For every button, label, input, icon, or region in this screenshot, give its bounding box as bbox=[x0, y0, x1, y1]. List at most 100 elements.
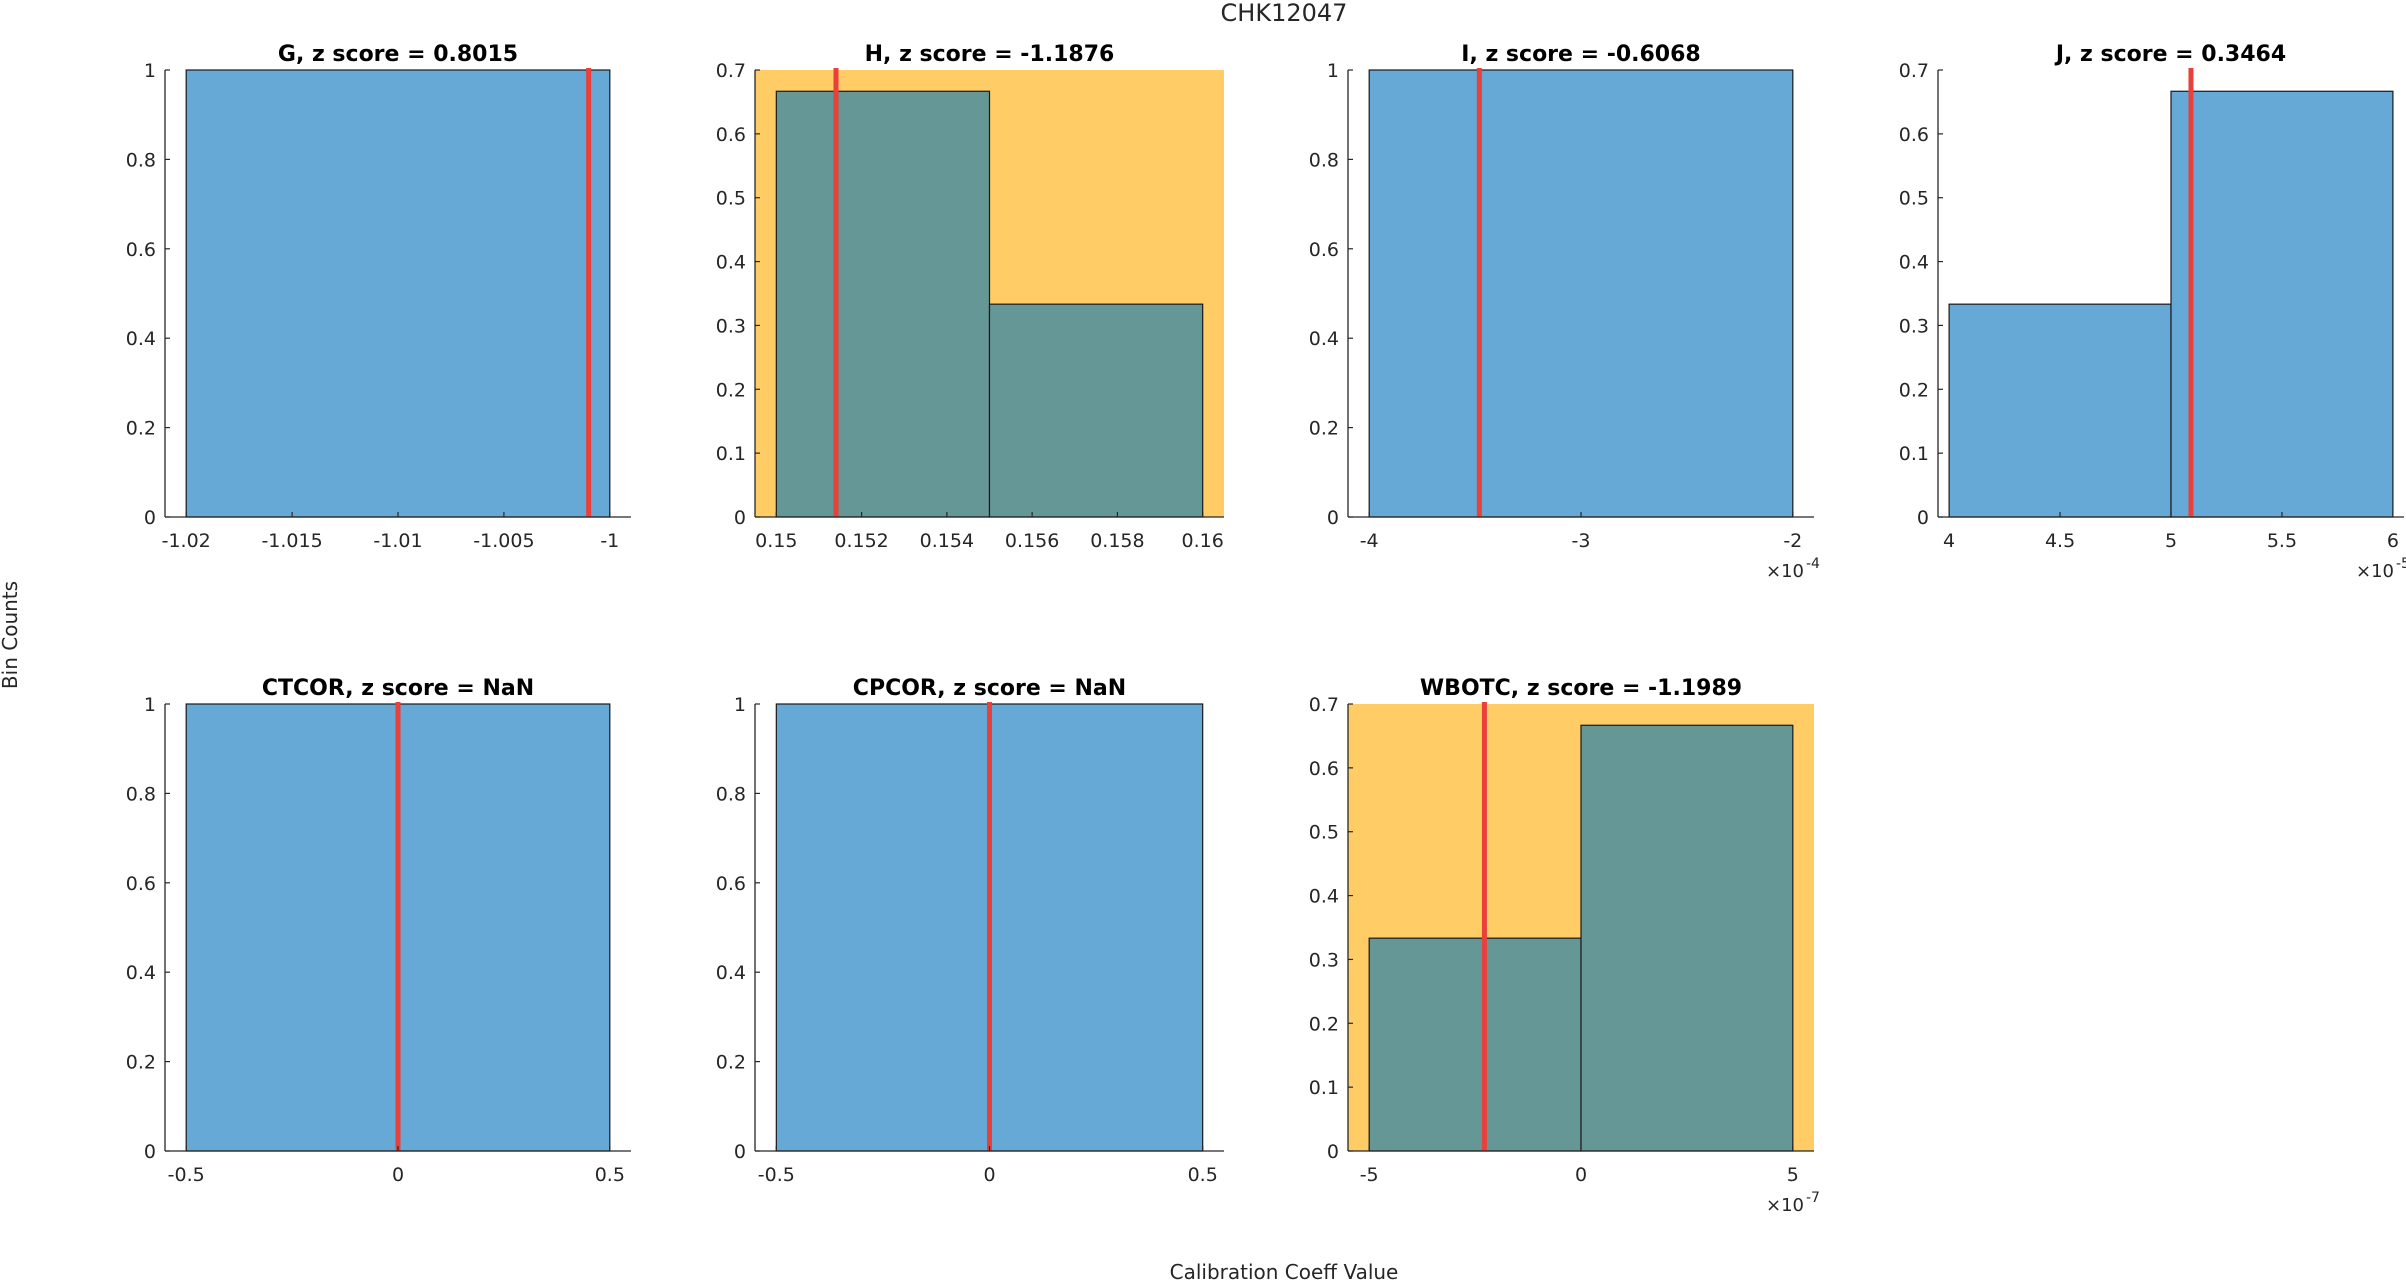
x-axis-exponent: -7 bbox=[1806, 1190, 1820, 1206]
y-tick-label: 0.4 bbox=[716, 252, 746, 274]
panel-title: WBOTC, z score = -1.1989 bbox=[1420, 676, 1742, 701]
histogram-bar bbox=[1368, 69, 1794, 518]
panel-title: H, z score = -1.1876 bbox=[865, 42, 1115, 67]
y-tick-label: 0 bbox=[144, 507, 156, 529]
y-tick-label: 0.3 bbox=[1899, 315, 1929, 337]
x-tick-label: -0.5 bbox=[758, 1164, 795, 1186]
x-tick-label: 0 bbox=[983, 1164, 995, 1186]
histogram-bar bbox=[1580, 724, 1794, 1152]
y-tick-label: 0.5 bbox=[1309, 822, 1339, 844]
y-tick-label: 0.2 bbox=[716, 1052, 746, 1074]
y-tick-label: 0.5 bbox=[1899, 188, 1929, 210]
panel-title: CPCOR, z score = NaN bbox=[853, 676, 1126, 701]
panel-title: J, z score = 0.3464 bbox=[2054, 42, 2286, 67]
y-tick-label: 0.1 bbox=[716, 443, 746, 465]
x-tick-label: 4.5 bbox=[2045, 530, 2075, 552]
y-tick-label: 0.6 bbox=[126, 239, 156, 261]
y-tick-label: 0.7 bbox=[716, 60, 746, 82]
y-tick-label: 0.3 bbox=[1309, 949, 1339, 971]
y-tick-label: 0.8 bbox=[1309, 149, 1339, 171]
y-tick-label: 0.4 bbox=[126, 328, 156, 350]
y-tick-label: 0.4 bbox=[1899, 252, 1929, 274]
histogram-panel: 0 0.2 0.4 0.6 0.8 1 -0.5 0 0.5 CPCOR, z score = N… bbox=[716, 676, 1224, 1186]
histogram-bar bbox=[988, 303, 1204, 518]
y-tick-label: 0.3 bbox=[716, 315, 746, 337]
histogram-bar bbox=[2170, 90, 2394, 518]
x-tick-label: 4 bbox=[1943, 530, 1955, 552]
x-tick-label: 5 bbox=[2165, 530, 2177, 552]
x-tick-label: 0.156 bbox=[1005, 530, 1059, 552]
figure-ylabel: Bin Counts bbox=[0, 581, 22, 689]
x-tick-label: -1.015 bbox=[261, 530, 322, 552]
y-tick-label: 0.2 bbox=[716, 379, 746, 401]
y-tick-label: 0.6 bbox=[716, 124, 746, 146]
x-tick-label: 0.5 bbox=[1188, 1164, 1218, 1186]
subplot-grid: 0 0.2 0.4 0.6 0.8 1 -1.02 -1.015 -1.01 -1.005 -1 G,… bbox=[126, 42, 2406, 1216]
y-tick-label: 0.2 bbox=[126, 418, 156, 440]
y-tick-label: 0.4 bbox=[126, 962, 156, 984]
figure-xlabel: Calibration Coeff Value bbox=[1170, 1260, 1399, 1281]
x-tick-label: 0 bbox=[392, 1164, 404, 1186]
y-tick-label: 0 bbox=[734, 507, 746, 529]
histogram-panel: 00.20.40.60.81-4 -3 -2×10 -4I, z score = -0… bbox=[1309, 42, 1820, 582]
histogram-panel: 0 0.1 0.2 0.3 0.4 0.5 0.6 0.7 0.15 0.152 0.154 0.15… bbox=[716, 42, 1224, 552]
y-tick-label: 0.4 bbox=[716, 962, 746, 984]
x-tick-label: 0.158 bbox=[1090, 530, 1144, 552]
histogram-panel: 0 0.2 0.4 0.6 0.8 1 -0.5 0 0.5 CTCOR, z score = N… bbox=[126, 676, 631, 1186]
y-tick-label: 1 bbox=[1327, 60, 1339, 82]
x-tick-label: -1.01 bbox=[373, 530, 422, 552]
x-tick-label: 0.5 bbox=[595, 1164, 625, 1186]
panel-title: CTCOR, z score = NaN bbox=[262, 676, 534, 701]
x-axis-multiplier: ×10 bbox=[1766, 1195, 1804, 1216]
histogram-panel: 0 0.1 0.2 0.3 0.4 0.5 0.6 0.7 4 4.5 5 5.5 6 ×10 -5 J, z… bbox=[1899, 42, 2406, 582]
y-tick-label: 0.6 bbox=[716, 873, 746, 895]
x-axis-multiplier: ×10 bbox=[2356, 561, 2394, 582]
x-tick-label: 5.5 bbox=[2267, 530, 2297, 552]
y-tick-label: 0.6 bbox=[1309, 758, 1339, 780]
y-tick-label: 1 bbox=[144, 60, 156, 82]
y-tick-label: 0.8 bbox=[716, 783, 746, 805]
y-tick-label: 0.5 bbox=[716, 188, 746, 210]
y-tick-label: 0 bbox=[734, 1141, 746, 1163]
x-tick-label: 5 bbox=[1787, 1164, 1799, 1186]
x-axis-exponent: -4 bbox=[1806, 556, 1820, 572]
histogram-bar bbox=[1368, 937, 1582, 1152]
y-tick-label: 0 bbox=[1327, 1141, 1339, 1163]
y-tick-label: 0 bbox=[1917, 507, 1929, 529]
y-tick-label: 0.7 bbox=[1899, 60, 1929, 82]
y-tick-label: 0.7 bbox=[1309, 694, 1339, 716]
y-tick-label: 0.8 bbox=[126, 783, 156, 805]
x-tick-label: -2 bbox=[1783, 530, 1802, 552]
y-tick-label: 0.6 bbox=[126, 873, 156, 895]
x-axis-exponent: -5 bbox=[2396, 556, 2406, 572]
histogram-bar bbox=[185, 69, 611, 518]
x-tick-label: -1.02 bbox=[162, 530, 211, 552]
x-tick-label: 0.16 bbox=[1182, 530, 1224, 552]
y-tick-label: 0 bbox=[144, 1141, 156, 1163]
x-tick-label: 0.152 bbox=[834, 530, 888, 552]
x-tick-label: -1 bbox=[600, 530, 619, 552]
y-tick-label: 1 bbox=[144, 694, 156, 716]
x-tick-label: 0 bbox=[1575, 1164, 1587, 1186]
y-tick-label: 0.2 bbox=[1309, 1013, 1339, 1035]
histogram-panel: 0 0.2 0.4 0.6 0.8 1 -1.02 -1.015 -1.01 -1.005 -1 G,… bbox=[126, 42, 631, 552]
y-tick-label: 0.1 bbox=[1309, 1077, 1339, 1099]
y-tick-label: 0.2 bbox=[1899, 379, 1929, 401]
y-tick-label: 0.8 bbox=[126, 149, 156, 171]
x-tick-label: -1.005 bbox=[473, 530, 534, 552]
y-tick-label: 1 bbox=[734, 694, 746, 716]
panel-title: I, z score = -0.6068 bbox=[1461, 42, 1700, 67]
x-tick-label: -3 bbox=[1572, 530, 1591, 552]
figure-title: CHK12047 bbox=[1221, 0, 1348, 27]
y-tick-label: 0.1 bbox=[1899, 443, 1929, 465]
y-tick-label: 0.4 bbox=[1309, 328, 1339, 350]
x-tick-label: -4 bbox=[1360, 530, 1379, 552]
x-tick-label: 6 bbox=[2387, 530, 2399, 552]
y-tick-label: 0.2 bbox=[1309, 418, 1339, 440]
histogram-panel: 0 0.1 0.2 0.3 0.4 0.5 0.6 0.7 -5 0 5 ×10 -7 WBOTC, z … bbox=[1309, 676, 1820, 1216]
y-tick-label: 0.6 bbox=[1899, 124, 1929, 146]
y-tick-label: 0.4 bbox=[1309, 886, 1339, 908]
histogram-bar bbox=[775, 90, 991, 518]
x-axis-multiplier: ×10 bbox=[1766, 561, 1804, 582]
